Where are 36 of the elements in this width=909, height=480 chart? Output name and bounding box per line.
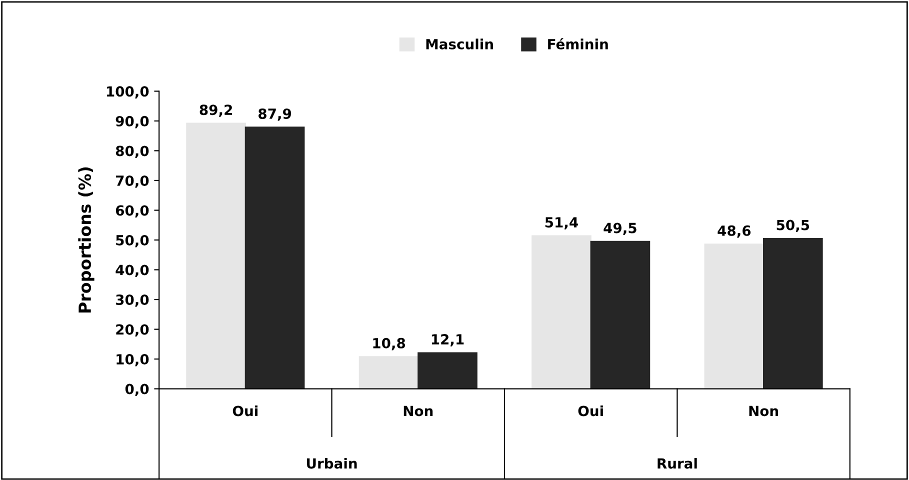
bar	[590, 240, 650, 389]
data-label: 89,2	[200, 104, 232, 117]
y-tick-label: 70,0	[116, 175, 149, 188]
data-label: 10,8	[373, 338, 406, 350]
x-tick-label: Oui	[232, 405, 258, 416]
y-tick-label: 60,0	[116, 205, 149, 218]
y-tick-label: 50,0	[116, 234, 149, 248]
bar	[532, 235, 592, 389]
data-label: 12,1	[432, 334, 464, 346]
text: Rural	[658, 458, 697, 469]
y-tick-label: 10,0	[116, 354, 149, 366]
bar	[186, 122, 246, 389]
x-tick-label: Non	[749, 406, 778, 416]
data-label: 87,9	[258, 108, 292, 121]
y-tick-label: 80,0	[116, 146, 149, 158]
bar	[418, 352, 478, 389]
bar	[763, 238, 823, 389]
data-label: 49,5	[604, 222, 636, 236]
bar	[358, 356, 419, 389]
y-axis-title: Proportions (%)	[78, 167, 94, 313]
y-tick-label: 20,0	[116, 324, 149, 337]
legend-label: Masculin	[426, 38, 493, 50]
y-tick-label: 40,0	[116, 264, 149, 278]
data-label: 48,6	[718, 225, 751, 238]
y-tick-label: 0,0	[125, 384, 149, 396]
x-tick-label: Non	[404, 406, 433, 416]
data-label: 51,4	[545, 217, 578, 230]
y-tick-label: 30,0	[116, 294, 149, 307]
legend-label: Féminin	[548, 38, 608, 50]
bar	[704, 244, 764, 389]
text: Urbain	[307, 458, 357, 469]
y-tick-label: 90,0	[116, 116, 149, 128]
data-label: 50,5	[776, 220, 810, 232]
x-tick-label: Oui	[578, 405, 603, 416]
y-tick-label: 100,0	[106, 86, 149, 98]
bar	[244, 126, 305, 389]
